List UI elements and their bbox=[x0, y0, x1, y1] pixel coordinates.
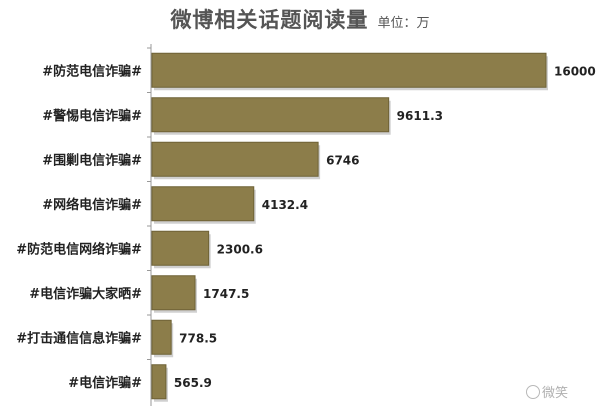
chart-title-block: 微博相关话题阅读量 单位：万 bbox=[0, 4, 600, 34]
category-label: #网络电信诈骗# bbox=[42, 197, 142, 213]
chart-title: 微博相关话题阅读量 bbox=[170, 7, 369, 32]
bar bbox=[151, 141, 319, 177]
data-label: 1747.5 bbox=[203, 287, 249, 301]
watermark: 微笑 bbox=[526, 382, 568, 401]
category-label: #电信诈骗大家晒# bbox=[29, 286, 142, 302]
bar bbox=[151, 364, 167, 400]
data-label: 4132.4 bbox=[262, 198, 308, 212]
data-label: 778.5 bbox=[179, 331, 217, 345]
data-label: 16000 bbox=[554, 64, 596, 78]
bar bbox=[151, 230, 210, 266]
bar bbox=[151, 97, 390, 133]
weibo-logo-icon bbox=[526, 385, 540, 399]
category-label: #打击通信信息诈骗# bbox=[16, 330, 142, 346]
bar bbox=[151, 186, 255, 222]
data-label: 2300.6 bbox=[217, 242, 263, 256]
bar bbox=[151, 52, 547, 88]
data-label: 9611.3 bbox=[397, 109, 443, 123]
category-label: #警惕电信诈骗# bbox=[42, 108, 142, 124]
category-label: #防范电信诈骗# bbox=[42, 63, 142, 79]
category-label: #围剿电信诈骗# bbox=[42, 152, 142, 168]
bar bbox=[151, 275, 196, 311]
watermark-text: 微笑 bbox=[542, 386, 569, 401]
data-label: 565.9 bbox=[174, 376, 212, 390]
bar bbox=[151, 319, 172, 355]
data-label: 6746 bbox=[326, 153, 359, 167]
category-label: #电信诈骗# bbox=[68, 375, 142, 391]
category-label: #防范电信网络诈骗# bbox=[16, 241, 142, 257]
unit-label: 单位：万 bbox=[377, 16, 430, 31]
